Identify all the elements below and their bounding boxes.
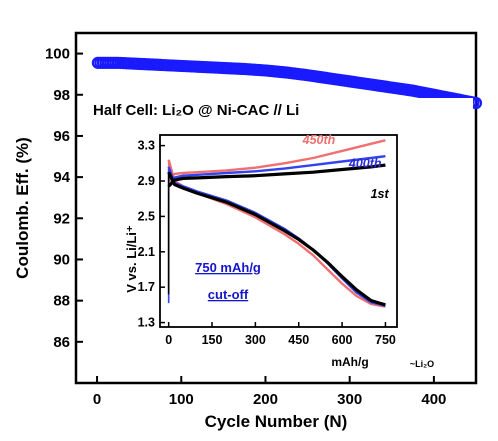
main-x-tick-label: 0 — [93, 391, 101, 408]
inset-title: Half Cell: Li₂O @ Ni-CAC // Li — [93, 102, 299, 119]
inset-y-tick-label: 2.5 — [138, 209, 155, 223]
inset-x-axis-sublabel: ~Li₂O — [410, 359, 434, 369]
inset-curve-charge — [167, 155, 386, 187]
inset-plot-frame — [159, 134, 398, 328]
main-x-tick-label: 300 — [337, 391, 362, 408]
main-x-tick-label: 200 — [253, 391, 278, 408]
inset-curve-charge — [167, 163, 386, 188]
inset-curves — [167, 139, 386, 308]
inset-x-tick-label: 450 — [288, 333, 309, 347]
main-y-tick-label: 98 — [53, 87, 70, 104]
main-axis-ticks: 0 100 200 300 400 86 88 90 92 94 96 98 100 — [45, 46, 446, 408]
main-y-tick-label: 100 — [45, 46, 70, 63]
inset-curve-discharge — [167, 171, 386, 307]
inset-series-labels: 1st 400th 450th — [302, 133, 390, 201]
main-y-tick-label: 90 — [53, 251, 70, 268]
cutoff-annotation-line2: cut-off — [208, 287, 249, 302]
inset-x-tick-label: 600 — [332, 333, 353, 347]
main-y-tick-label: 92 — [53, 210, 70, 227]
inset-x-tick-label: 150 — [202, 333, 223, 347]
main-y-tick-label: 86 — [53, 334, 70, 351]
inset-x-axis-label: mAh/g — [331, 355, 368, 369]
inset-series-label: 1st — [371, 187, 390, 201]
main-y-axis-label: Coulomb. Eff. (%) — [13, 137, 32, 279]
cutoff-annotation-line1: 750 mAh/g — [195, 260, 261, 275]
inset-y-axis-label: V vs. Li/Li⁺ — [124, 225, 139, 293]
inset-series-label: 400th — [348, 157, 382, 171]
inset-background — [88, 98, 473, 370]
inset-x-tick-label: 0 — [165, 333, 172, 347]
inset-y-tick-label: 1.3 — [138, 316, 155, 330]
inset-axis-ticks: 0 150 300 450 600 750 1.3 1.7 2.1 2.5 2.9 3.3 — [138, 139, 396, 347]
inset-y-tick-label: 3.3 — [138, 139, 155, 153]
inset-series-label: 450th — [302, 133, 336, 147]
main-x-tick-label: 100 — [169, 391, 194, 408]
main-x-tick-label: 400 — [421, 391, 446, 408]
inset-curve-charge — [167, 139, 386, 182]
inset-y-tick-label: 1.7 — [138, 280, 155, 294]
inset-x-tick-label: 750 — [375, 333, 396, 347]
main-x-axis-label: Cycle Number (N) — [205, 412, 348, 431]
main-y-tick-label: 88 — [53, 293, 70, 310]
inset-y-tick-label: 2.1 — [138, 245, 155, 259]
inset-y-tick-label: 2.9 — [138, 174, 155, 188]
main-y-tick-label: 96 — [53, 128, 70, 145]
main-plot-frame — [74, 31, 478, 385]
main-y-tick-label: 94 — [53, 169, 70, 186]
inset-x-tick-label: 300 — [245, 333, 266, 347]
